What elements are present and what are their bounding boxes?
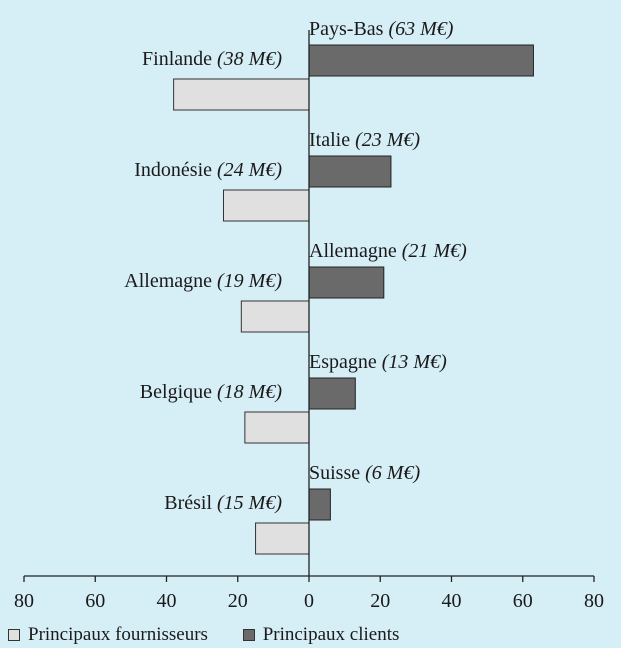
x-tick-label: 80 — [584, 590, 604, 612]
bar-label-clients-category: Italie — [309, 129, 355, 151]
bar-label-clients: Italie (23 M€) — [309, 129, 420, 151]
bar-label-clients: Espagne (13 M€) — [309, 351, 447, 373]
bar-label-suppliers: Finlande (38 M€) — [142, 48, 282, 70]
legend-item-suppliers: Principaux fournisseurs — [8, 624, 208, 646]
bar-clients — [308, 44, 534, 77]
bar-label-clients: Suisse (6 M€) — [309, 462, 420, 484]
legend: Principaux fournisseurs Principaux clien… — [8, 624, 429, 647]
x-tick-label: 60 — [513, 590, 533, 612]
bar-clients — [308, 377, 356, 410]
bar-label-suppliers-category: Indonésie — [134, 159, 217, 181]
bar-label-suppliers-category: Brésil — [164, 492, 217, 514]
x-tick-label: 0 — [304, 590, 314, 612]
bar-label-clients-category: Pays-Bas — [309, 18, 388, 40]
x-tick-label: 80 — [14, 590, 34, 612]
bar-label-clients-value: (21 M€) — [402, 240, 467, 262]
bar-label-clients: Pays-Bas (63 M€) — [309, 18, 454, 40]
bar-label-suppliers-value: (38 M€) — [217, 48, 282, 70]
bar-label-clients: Allemagne (21 M€) — [309, 240, 467, 262]
legend-label-clients: Principaux clients — [262, 624, 400, 645]
bar-suppliers — [173, 78, 310, 111]
bar-suppliers — [255, 522, 310, 555]
bar-label-clients-category: Allemagne — [309, 240, 402, 262]
bar-clients — [308, 488, 331, 521]
bar-label-clients-value: (6 M€) — [365, 462, 420, 484]
bar-label-suppliers: Brésil (15 M€) — [164, 492, 282, 514]
bar-label-suppliers: Belgique (18 M€) — [140, 381, 283, 403]
legend-swatch-suppliers — [8, 629, 20, 641]
bar-label-clients-category: Suisse — [309, 462, 365, 484]
bar-label-clients-category: Espagne — [309, 351, 382, 373]
bar-suppliers — [240, 300, 310, 333]
legend-swatch-clients — [242, 629, 255, 641]
bar-label-suppliers-category: Belgique — [140, 381, 217, 403]
bar-label-suppliers-value: (18 M€) — [217, 381, 282, 403]
x-tick-label: 40 — [157, 590, 177, 612]
bar-label-suppliers-category: Allemagne — [124, 270, 217, 292]
bar-label-suppliers-value: (24 M€) — [217, 159, 282, 181]
x-tick-label: 40 — [442, 590, 462, 612]
bar-label-clients-value: (23 M€) — [355, 129, 420, 151]
x-tick-label: 20 — [370, 590, 390, 612]
bar-label-clients-value: (13 M€) — [382, 351, 447, 373]
x-tick-label: 20 — [228, 590, 248, 612]
bar-label-suppliers-value: (15 M€) — [217, 492, 282, 514]
bar-label-suppliers-category: Finlande — [142, 48, 217, 70]
bar-suppliers — [244, 411, 310, 444]
bar-label-suppliers: Indonésie (24 M€) — [134, 159, 282, 181]
x-tick-label: 60 — [85, 590, 105, 612]
chart: Pays-Bas (63 M€) Finlande (38 M€) Italie (… — [14, 18, 604, 612]
bar-clients — [308, 155, 392, 188]
bar-label-suppliers: Allemagne (19 M€) — [124, 270, 282, 292]
bar-clients — [308, 266, 385, 299]
legend-label-suppliers: Principaux fournisseurs — [28, 624, 208, 645]
bar-label-clients-value: (63 M€) — [388, 18, 453, 40]
bar-label-suppliers-value: (19 M€) — [217, 270, 282, 292]
bar-suppliers — [223, 189, 310, 222]
legend-item-clients: Principaux clients — [242, 624, 400, 646]
